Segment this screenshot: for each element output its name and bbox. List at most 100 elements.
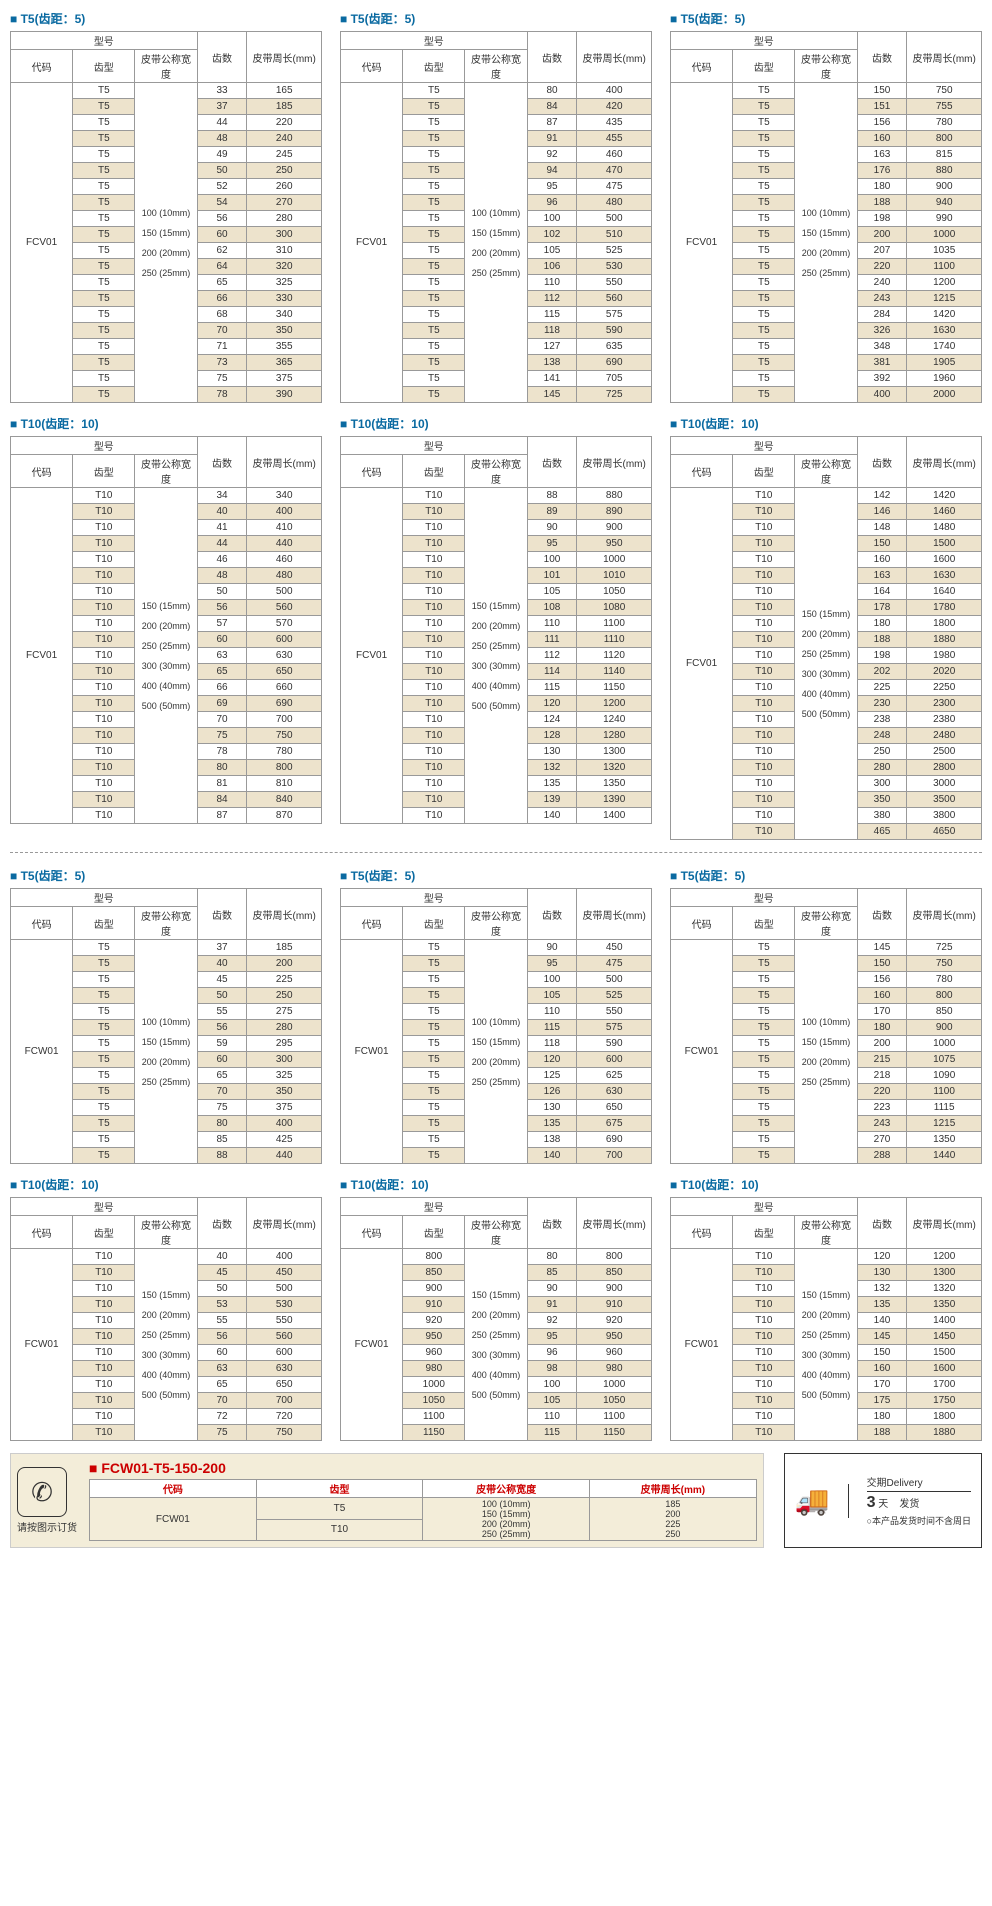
cell-gear: 1100 — [403, 1409, 465, 1425]
hdr-width: 皮带公称宽度 — [465, 50, 527, 83]
cell-gear: 800 — [403, 1249, 465, 1265]
cell-len: 325 — [247, 275, 322, 291]
hdr-len: 皮带周长(mm) — [577, 889, 652, 940]
cell-len: 780 — [247, 744, 322, 760]
cell-gear: T10 — [403, 536, 465, 552]
cell-gear: T5 — [733, 988, 795, 1004]
cell-teeth: 66 — [197, 680, 247, 696]
cell-gear: 1150 — [403, 1425, 465, 1441]
spec-table: 型号齿数皮带周长(mm)代码齿型皮带公称宽度FCV01T5100 (10mm) … — [670, 31, 982, 403]
cell-gear: T10 — [733, 808, 795, 824]
cell-len: 280 — [247, 1020, 322, 1036]
cell-gear: T10 — [73, 648, 135, 664]
cell-len: 1100 — [907, 1084, 982, 1100]
cell-teeth: 96 — [527, 1345, 577, 1361]
cell-len: 410 — [247, 520, 322, 536]
cell-teeth: 75 — [197, 728, 247, 744]
cell-gear: T5 — [73, 99, 135, 115]
cell-teeth: 60 — [197, 632, 247, 648]
cell-gear: T5 — [733, 163, 795, 179]
cell-teeth: 135 — [527, 1116, 577, 1132]
cell-gear: T5 — [73, 1100, 135, 1116]
cell-teeth: 163 — [857, 568, 907, 584]
hdr-teeth: 齿数 — [527, 437, 577, 488]
cell-len: 390 — [247, 387, 322, 403]
section-title: T5(齿距：5) — [670, 867, 982, 884]
cell-gear: T5 — [733, 387, 795, 403]
order-hdr: 皮带公称宽度 — [423, 1480, 590, 1498]
cell-gear: T5 — [403, 195, 465, 211]
cell-gear: T10 — [73, 1361, 135, 1377]
hdr-gear: 齿型 — [733, 1216, 795, 1249]
cell-teeth: 138 — [527, 1132, 577, 1148]
hdr-width: 皮带公称宽度 — [135, 907, 197, 940]
cell-gear: T5 — [73, 1052, 135, 1068]
cell-gear: T5 — [403, 1020, 465, 1036]
cell-gear: T5 — [733, 195, 795, 211]
cell-gear: T10 — [733, 1409, 795, 1425]
cell-gear: T10 — [733, 792, 795, 808]
cell-gear: T10 — [73, 760, 135, 776]
cell-len: 560 — [247, 1329, 322, 1345]
cell-gear: T10 — [403, 648, 465, 664]
cell-gear: T5 — [403, 211, 465, 227]
cell-len: 435 — [577, 115, 652, 131]
cell-teeth: 50 — [197, 584, 247, 600]
cell-len: 2020 — [907, 664, 982, 680]
spec-table-block: T10(齿距：10)型号齿数皮带周长(mm)代码齿型皮带公称宽度FCW01T10… — [10, 1176, 322, 1441]
section-title: T5(齿距：5) — [10, 10, 322, 27]
cell-gear: T5 — [403, 1084, 465, 1100]
cell-teeth: 115 — [527, 680, 577, 696]
cell-teeth: 92 — [527, 1313, 577, 1329]
cell-teeth: 65 — [197, 664, 247, 680]
cell-code: FCV01 — [11, 83, 73, 403]
cell-len: 650 — [577, 1100, 652, 1116]
cell-len: 950 — [577, 536, 652, 552]
cell-gear: T5 — [403, 83, 465, 99]
cell-len: 660 — [247, 680, 322, 696]
cell-gear: T10 — [403, 568, 465, 584]
spec-table-block: T5(齿距：5)型号齿数皮带周长(mm)代码齿型皮带公称宽度FCW01T5100… — [340, 867, 652, 1164]
cell-teeth: 130 — [527, 1100, 577, 1116]
cell-len: 400 — [247, 504, 322, 520]
cell-teeth: 95 — [527, 536, 577, 552]
cell-gear: T10 — [733, 632, 795, 648]
spec-table: 型号齿数皮带周长(mm)代码齿型皮带公称宽度FCW01T10150 (15mm)… — [10, 1197, 322, 1441]
cell-teeth: 80 — [197, 1116, 247, 1132]
hdr-width: 皮带公称宽度 — [465, 907, 527, 940]
cell-teeth: 46 — [197, 552, 247, 568]
cell-gear: T10 — [403, 600, 465, 616]
cell-gear: T10 — [733, 760, 795, 776]
cell-teeth: 80 — [197, 760, 247, 776]
cell-code: FCV01 — [341, 83, 403, 403]
cell-teeth: 85 — [527, 1265, 577, 1281]
cell-gear: T5 — [403, 243, 465, 259]
cell-teeth: 50 — [197, 988, 247, 1004]
cell-len: 245 — [247, 147, 322, 163]
spec-table: 型号齿数皮带周长(mm)代码齿型皮带公称宽度FCW01T5100 (10mm) … — [670, 888, 982, 1164]
cell-gear: T10 — [733, 1265, 795, 1281]
hdr-teeth: 齿数 — [527, 32, 577, 83]
spec-table-block: T5(齿距：5)型号齿数皮带周长(mm)代码齿型皮带公称宽度FCV01T5100… — [340, 10, 652, 403]
cell-gear: T5 — [403, 1004, 465, 1020]
cell-len: 1420 — [907, 307, 982, 323]
cell-teeth: 40 — [197, 956, 247, 972]
cell-len: 425 — [247, 1132, 322, 1148]
cell-gear: T5 — [73, 307, 135, 323]
cell-teeth: 160 — [857, 552, 907, 568]
cell-teeth: 75 — [197, 371, 247, 387]
cell-len: 1240 — [577, 712, 652, 728]
cell-teeth: 48 — [197, 568, 247, 584]
cell-gear: T10 — [73, 552, 135, 568]
cell-teeth: 145 — [857, 1329, 907, 1345]
cell-gear: 960 — [403, 1345, 465, 1361]
cell-gear: T5 — [403, 323, 465, 339]
cell-teeth: 220 — [857, 1084, 907, 1100]
spec-table-block: T5(齿距：5) 型号齿数皮带周长(mm)代码齿型皮带公称宽度FCW01T5100… — [670, 867, 982, 1164]
hdr-model: 型号 — [11, 437, 198, 455]
cell-widths: 100 (10mm) 150 (15mm) 200 (20mm) 250 (25… — [795, 83, 857, 403]
cell-gear: T10 — [733, 1329, 795, 1345]
cell-gear: T5 — [733, 227, 795, 243]
hdr-len: 皮带周长(mm) — [577, 32, 652, 83]
cell-teeth: 112 — [527, 291, 577, 307]
